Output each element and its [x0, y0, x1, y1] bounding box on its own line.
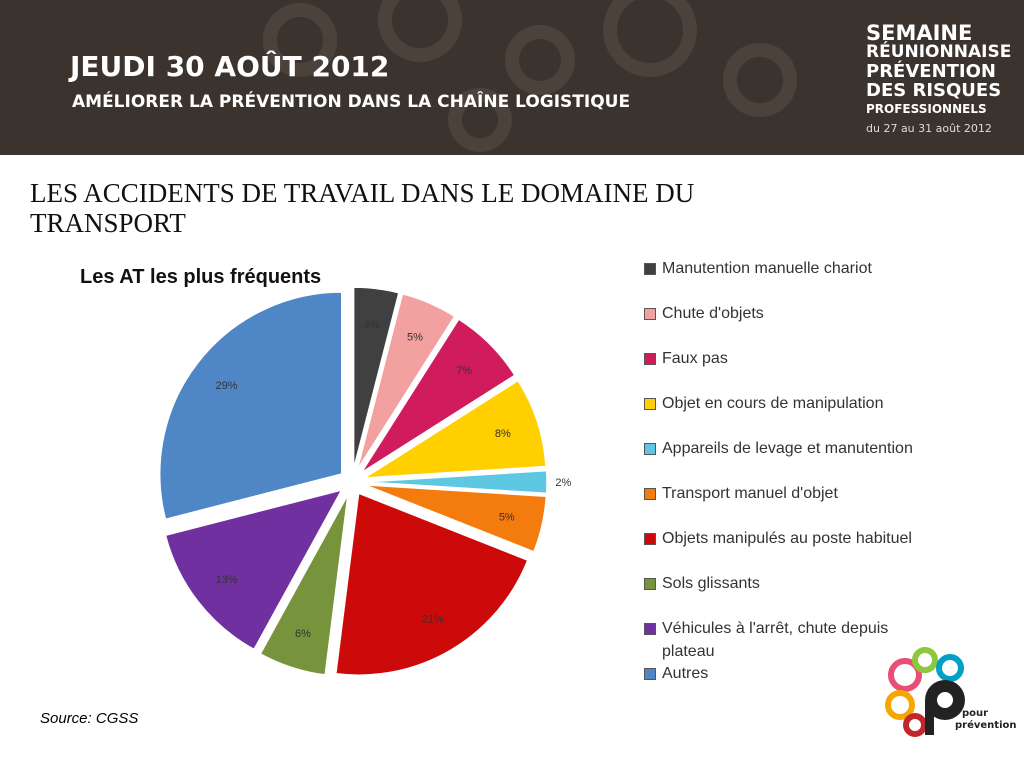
- event-line: SEMAINE: [866, 21, 973, 45]
- pie-slice: [360, 318, 516, 474]
- chart-title: Les AT les plus fréquents: [80, 266, 321, 288]
- value-label: 29%: [216, 380, 238, 392]
- value-label: 2%: [555, 477, 571, 489]
- legend-label: Objets manipulés au poste habituel: [662, 530, 912, 547]
- source: Source: CGSS: [40, 710, 139, 727]
- value-label: 8%: [495, 428, 511, 440]
- event-line: PROFESSIONNELS: [866, 102, 987, 116]
- header-decoration: [263, 0, 797, 152]
- pie-slice: [363, 379, 547, 479]
- event-line: DES RISQUES: [866, 80, 1002, 101]
- legend-label: Manutention manuelle chariot: [662, 260, 872, 277]
- pie-slice: [364, 469, 548, 495]
- subtitle: AMÉLIORER LA PRÉVENTION DANS LA CHAÎNE L…: [72, 92, 631, 112]
- legend-swatch: [644, 263, 656, 275]
- legend-swatch: [644, 398, 656, 410]
- pie-slice: [158, 291, 343, 521]
- legend-label: Sols glissants: [662, 575, 760, 592]
- logo: pour prévention: [885, 647, 1017, 737]
- pie-slice: [164, 488, 344, 651]
- slide-title: LES ACCIDENTS DE TRAVAIL DANS LE DOMAINE…: [30, 178, 695, 238]
- event-line: PRÉVENTION: [866, 61, 996, 82]
- value-label: 5%: [499, 512, 515, 524]
- legend-swatch: [644, 488, 656, 500]
- pie-slice: [259, 494, 349, 676]
- date: JEUDI 30 AOÛT 2012: [70, 50, 390, 83]
- pie-slice: [334, 492, 529, 676]
- legend-swatch: [644, 308, 656, 320]
- legend-swatch: [644, 623, 656, 635]
- pie-slice: [352, 286, 400, 470]
- value-label: 4%: [364, 320, 380, 332]
- legend-label: Transport manuel d'objet: [662, 485, 838, 502]
- legend-swatch: [644, 533, 656, 545]
- value-label: 21%: [422, 614, 444, 626]
- event-name: SEMAINE RÉUNIONNAISE PRÉVENTION DES RISQ…: [866, 21, 1012, 119]
- legend-swatch: [644, 353, 656, 365]
- logo-text: prévention: [955, 719, 1017, 731]
- value-label: 13%: [216, 574, 238, 586]
- legend-swatch: [644, 668, 656, 680]
- legend-label: Faux pas: [662, 350, 728, 367]
- pie-slice: [364, 484, 548, 553]
- value-label: 7%: [456, 365, 472, 377]
- pie-slice: [356, 292, 456, 471]
- value-label: 5%: [407, 331, 423, 343]
- legend-swatch: [644, 443, 656, 455]
- legend-label: Chute d'objets: [662, 305, 764, 322]
- header: JEUDI 30 AOÛT 2012 AMÉLIORER LA PRÉVENTI…: [0, 0, 1024, 155]
- legend-label: Véhicules à l'arrêt, chute depuis platea…: [662, 620, 889, 660]
- legend-label: Autres: [662, 665, 709, 682]
- event-dates: du 27 au 31 août 2012: [866, 122, 992, 135]
- legend-swatch: [644, 578, 656, 590]
- logo-text: pour: [962, 708, 988, 719]
- legend-label: Objet en cours de manipulation: [662, 395, 884, 412]
- value-label: 6%: [295, 628, 311, 640]
- legend-label: Appareils de levage et manutention: [662, 440, 913, 457]
- event-line: RÉUNIONNAISE: [866, 42, 1012, 62]
